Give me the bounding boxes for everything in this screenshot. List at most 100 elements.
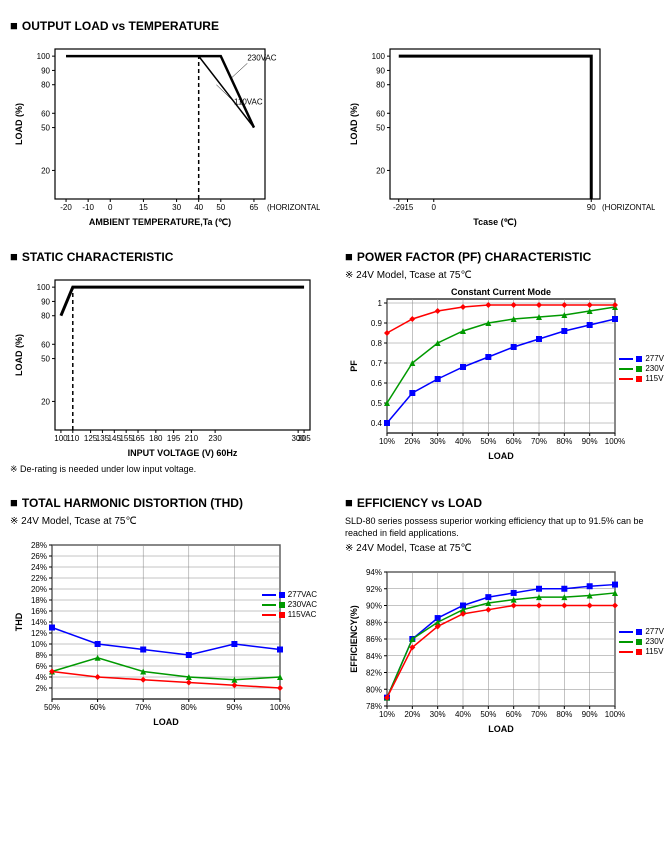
svg-text:0: 0 bbox=[108, 203, 113, 212]
svg-text:90: 90 bbox=[376, 66, 385, 75]
svg-text:PF: PF bbox=[349, 360, 359, 372]
svg-text:INPUT VOLTAGE (V) 60Hz: INPUT VOLTAGE (V) 60Hz bbox=[128, 448, 238, 458]
svg-text:LOAD: LOAD bbox=[488, 451, 514, 461]
chart-eff: 10%20%30%40%50%60%70%80%90%100%78%80%82%… bbox=[345, 556, 655, 736]
svg-text:18%: 18% bbox=[31, 596, 47, 605]
svg-text:LOAD: LOAD bbox=[153, 717, 179, 727]
chart2-wrap: -20-150902050608090100Tcase (℃)LOAD (%)(… bbox=[345, 39, 660, 229]
svg-text:230: 230 bbox=[208, 434, 222, 443]
svg-text:LOAD (%): LOAD (%) bbox=[349, 103, 359, 145]
svg-text:6%: 6% bbox=[35, 662, 47, 671]
svg-text:30%: 30% bbox=[430, 437, 446, 446]
svg-text:0.5: 0.5 bbox=[371, 399, 383, 408]
legend-eff: 277V230V115V bbox=[619, 626, 664, 657]
svg-text:16%: 16% bbox=[31, 607, 47, 616]
section-title-pf: POWER FACTOR (PF) CHARACTERISTIC bbox=[345, 249, 660, 264]
chart-static: 1001101251351451551651801952102303003052… bbox=[10, 270, 320, 460]
svg-text:50%: 50% bbox=[480, 710, 496, 719]
pf-subtitle: ※ 24V Model, Tcase at 75℃ bbox=[345, 270, 660, 281]
svg-text:80%: 80% bbox=[181, 703, 197, 712]
svg-text:40: 40 bbox=[194, 203, 203, 212]
svg-text:28%: 28% bbox=[31, 541, 47, 550]
svg-text:30%: 30% bbox=[430, 710, 446, 719]
svg-text:24%: 24% bbox=[31, 563, 47, 572]
svg-text:90%: 90% bbox=[366, 602, 382, 611]
svg-text:AMBIENT TEMPERATURE,Ta (℃): AMBIENT TEMPERATURE,Ta (℃) bbox=[89, 217, 231, 227]
svg-text:88%: 88% bbox=[366, 619, 382, 628]
svg-text:100: 100 bbox=[37, 52, 51, 61]
svg-text:0.8: 0.8 bbox=[371, 339, 383, 348]
svg-text:20%: 20% bbox=[404, 437, 420, 446]
col-eff: EFFICIENCY vs LOAD SLD-80 series possess… bbox=[345, 487, 660, 736]
svg-text:(HORIZONTAL): (HORIZONTAL) bbox=[602, 203, 655, 212]
svg-text:60%: 60% bbox=[506, 437, 522, 446]
svg-text:10%: 10% bbox=[379, 710, 395, 719]
svg-text:84%: 84% bbox=[366, 652, 382, 661]
svg-text:100: 100 bbox=[372, 52, 386, 61]
svg-text:THD: THD bbox=[14, 612, 24, 631]
svg-text:70%: 70% bbox=[531, 437, 547, 446]
svg-text:90%: 90% bbox=[582, 437, 598, 446]
svg-text:20: 20 bbox=[41, 166, 50, 175]
svg-text:65: 65 bbox=[249, 203, 258, 212]
svg-text:86%: 86% bbox=[366, 635, 382, 644]
svg-text:94%: 94% bbox=[366, 568, 382, 577]
svg-text:40%: 40% bbox=[455, 710, 471, 719]
section-title-output-load: OUTPUT LOAD vs TEMPERATURE bbox=[10, 18, 660, 33]
svg-text:15: 15 bbox=[139, 203, 148, 212]
svg-text:14%: 14% bbox=[31, 618, 47, 627]
row-1: -20-10015304050652050608090100AMBIENT TE… bbox=[10, 39, 660, 229]
eff-descr: SLD-80 series possess superior working e… bbox=[345, 516, 660, 539]
svg-text:LOAD (%): LOAD (%) bbox=[14, 334, 24, 376]
svg-text:100%: 100% bbox=[605, 710, 625, 719]
svg-text:180: 180 bbox=[149, 434, 163, 443]
svg-text:78%: 78% bbox=[366, 702, 382, 711]
svg-text:50: 50 bbox=[41, 124, 50, 133]
svg-text:0.7: 0.7 bbox=[371, 359, 383, 368]
svg-text:22%: 22% bbox=[31, 574, 47, 583]
svg-text:Constant Current Mode: Constant Current Mode bbox=[451, 287, 551, 297]
svg-text:100%: 100% bbox=[605, 437, 625, 446]
svg-text:110: 110 bbox=[66, 434, 79, 443]
svg-text:2%: 2% bbox=[35, 684, 47, 693]
chart-tcase: -20-150902050608090100Tcase (℃)LOAD (%)(… bbox=[345, 39, 655, 229]
svg-text:26%: 26% bbox=[31, 552, 47, 561]
svg-text:(HORIZONTAL): (HORIZONTAL) bbox=[267, 203, 320, 212]
svg-text:80: 80 bbox=[376, 81, 385, 90]
svg-text:30: 30 bbox=[172, 203, 181, 212]
section-title-static: STATIC CHARACTERISTIC bbox=[10, 249, 325, 264]
svg-text:90: 90 bbox=[41, 66, 50, 75]
svg-text:20%: 20% bbox=[404, 710, 420, 719]
svg-text:20: 20 bbox=[376, 166, 385, 175]
svg-text:80%: 80% bbox=[556, 437, 572, 446]
chart-ambient-temp: -20-10015304050652050608090100AMBIENT TE… bbox=[10, 39, 320, 229]
svg-text:305: 305 bbox=[297, 434, 311, 443]
svg-text:20: 20 bbox=[41, 397, 50, 406]
svg-text:50: 50 bbox=[216, 203, 225, 212]
svg-text:0.4: 0.4 bbox=[371, 419, 383, 428]
svg-text:10%: 10% bbox=[379, 437, 395, 446]
svg-text:12%: 12% bbox=[31, 629, 47, 638]
svg-text:82%: 82% bbox=[366, 669, 382, 678]
svg-text:60: 60 bbox=[41, 340, 50, 349]
row-2: STATIC CHARACTERISTIC 100110125135145155… bbox=[10, 241, 660, 475]
eff-subtitle: ※ 24V Model, Tcase at 75℃ bbox=[345, 543, 660, 554]
section-title-thd: TOTAL HARMONIC DISTORTION (THD) bbox=[10, 495, 325, 510]
svg-text:92%: 92% bbox=[366, 585, 382, 594]
chart-pf: 10%20%30%40%50%60%70%80%90%100%0.40.50.6… bbox=[345, 283, 655, 463]
svg-text:70%: 70% bbox=[531, 710, 547, 719]
col-pf: POWER FACTOR (PF) CHARACTERISTIC ※ 24V M… bbox=[345, 241, 660, 475]
svg-text:8%: 8% bbox=[35, 651, 47, 660]
svg-text:90%: 90% bbox=[226, 703, 242, 712]
svg-text:4%: 4% bbox=[35, 673, 47, 682]
svg-text:50: 50 bbox=[376, 124, 385, 133]
svg-text:110VAC: 110VAC bbox=[234, 98, 263, 107]
svg-text:90: 90 bbox=[587, 203, 596, 212]
svg-text:0.9: 0.9 bbox=[371, 319, 383, 328]
svg-text:195: 195 bbox=[167, 434, 181, 443]
col-static: STATIC CHARACTERISTIC 100110125135145155… bbox=[10, 241, 325, 475]
svg-text:50: 50 bbox=[41, 355, 50, 364]
col-thd: TOTAL HARMONIC DISTORTION (THD) ※ 24V Mo… bbox=[10, 487, 325, 736]
svg-text:60%: 60% bbox=[90, 703, 106, 712]
svg-text:0: 0 bbox=[432, 203, 437, 212]
